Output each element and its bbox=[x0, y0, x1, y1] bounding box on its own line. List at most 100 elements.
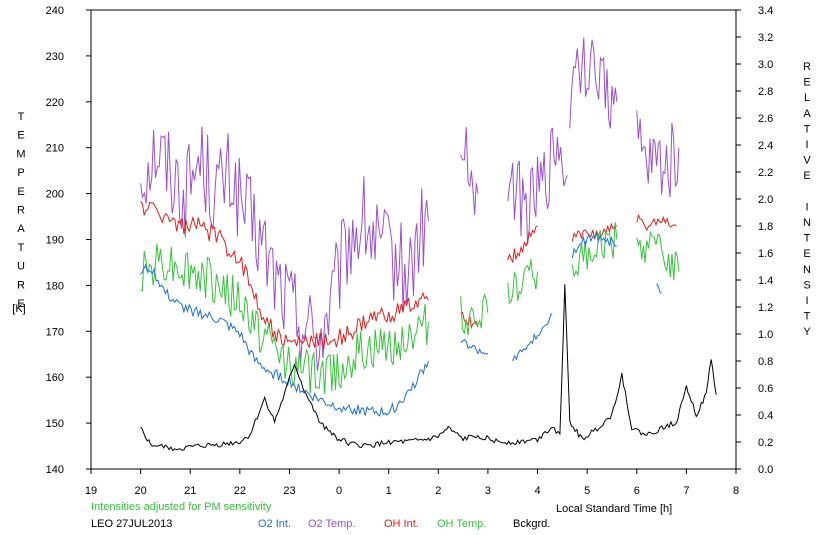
left-axis-letter: E bbox=[17, 186, 24, 198]
right-tick-label: 1.0 bbox=[758, 329, 773, 341]
series-oh-temp bbox=[636, 230, 680, 281]
right-tick-label: 2.6 bbox=[758, 113, 773, 125]
x-tick-label: 23 bbox=[283, 485, 295, 497]
right-axis-letter: N bbox=[803, 264, 811, 276]
right-axis-letter: L bbox=[804, 92, 810, 104]
left-axis-letter: T bbox=[18, 242, 25, 254]
x-tick-label: 5 bbox=[584, 485, 590, 497]
x-tick-label: 8 bbox=[733, 485, 739, 497]
x-tick-label: 0 bbox=[336, 485, 342, 497]
left-axis-letter: R bbox=[17, 205, 25, 217]
series-o2-int bbox=[571, 232, 617, 259]
series-oh-int bbox=[140, 200, 429, 350]
right-tick-label: 0.6 bbox=[758, 383, 773, 395]
right-tick-label: 1.6 bbox=[758, 248, 773, 260]
left-axis-letter: M bbox=[16, 148, 25, 160]
right-axis-ticks: 0.0 0.2 0.4 0.6 0.8 1.0 1.2 1.4 1.6 1.8 2.0 2.2 2.4 2… bbox=[736, 5, 773, 476]
left-tick-label: 160 bbox=[46, 372, 64, 384]
series-oh-temp bbox=[507, 259, 538, 305]
x-tick-label: 19 bbox=[85, 485, 97, 497]
left-axis-unit: [K] bbox=[12, 303, 25, 315]
right-axis-letter: T bbox=[804, 123, 811, 135]
x-tick-label: 20 bbox=[134, 485, 146, 497]
left-tick-label: 140 bbox=[46, 464, 64, 476]
legend-o2-int: O2 Int. bbox=[258, 518, 291, 530]
right-axis-letter: R bbox=[803, 61, 811, 73]
x-tick-label: 6 bbox=[634, 485, 640, 497]
right-tick-label: 1.4 bbox=[758, 275, 773, 287]
series-o2-int bbox=[512, 313, 553, 362]
series-oh-int bbox=[636, 213, 677, 232]
station-date: LEO 27JUL2013 bbox=[91, 518, 172, 530]
series-oh-int bbox=[571, 222, 617, 242]
series-o2-int bbox=[460, 338, 489, 355]
left-tick-label: 180 bbox=[46, 280, 64, 292]
series-oh-temp bbox=[460, 293, 489, 336]
right-axis-letter: A bbox=[803, 108, 811, 120]
x-tick-label: 21 bbox=[184, 485, 196, 497]
series-oh-temp bbox=[140, 243, 429, 394]
right-tick-label: 1.2 bbox=[758, 302, 773, 314]
right-axis-letter: I bbox=[805, 295, 808, 307]
right-axis-letter: T bbox=[804, 311, 811, 323]
right-tick-label: 0.2 bbox=[758, 437, 773, 449]
x-tick-label: 4 bbox=[534, 485, 540, 497]
series-bckgrd bbox=[140, 284, 717, 452]
left-axis-letter: A bbox=[17, 223, 25, 235]
right-axis-letter: E bbox=[803, 77, 810, 89]
x-axis-ticks: 19 20 21 22 23 0 1 2 3 4 5 6 7 8 bbox=[85, 469, 739, 497]
series-o2-int bbox=[656, 283, 662, 294]
left-tick-label: 240 bbox=[46, 5, 64, 17]
left-tick-label: 210 bbox=[46, 143, 64, 155]
series-o2-temp bbox=[636, 110, 680, 198]
legend-bckgrd: Bckgrd. bbox=[513, 518, 550, 530]
right-tick-label: 0.8 bbox=[758, 356, 773, 368]
right-tick-label: 2.4 bbox=[758, 140, 773, 152]
series-o2-temp bbox=[569, 37, 618, 129]
left-axis-ticks: 140 150 160 170 180 190 200 210 220 230 240 bbox=[46, 5, 91, 476]
left-tick-label: 150 bbox=[46, 418, 64, 430]
left-axis-letter: U bbox=[17, 261, 25, 273]
series-o2-int bbox=[140, 263, 429, 417]
right-axis-letter: E bbox=[803, 170, 810, 182]
left-tick-label: 190 bbox=[46, 235, 64, 247]
legend-o2-temp: O2 Temp. bbox=[308, 518, 356, 530]
left-tick-label: 230 bbox=[46, 51, 64, 63]
left-tick-label: 170 bbox=[46, 326, 64, 338]
series-o2-temp bbox=[140, 126, 429, 371]
left-axis-letter: R bbox=[17, 279, 25, 291]
right-axis-letter: V bbox=[803, 155, 811, 167]
x-axis-label: Local Standard Time [h] bbox=[556, 503, 672, 515]
x-tick-label: 1 bbox=[386, 485, 392, 497]
right-tick-label: 2.2 bbox=[758, 167, 773, 179]
left-axis-letter: T bbox=[18, 111, 25, 123]
series-layer bbox=[140, 37, 717, 452]
right-axis-letter: I bbox=[805, 139, 808, 151]
right-axis-letter: S bbox=[803, 279, 810, 291]
right-tick-label: 0.0 bbox=[758, 464, 773, 476]
right-axis-letter: I bbox=[805, 201, 808, 213]
right-tick-label: 3.4 bbox=[758, 5, 773, 17]
left-axis-letter: P bbox=[17, 167, 24, 179]
x-tick-label: 7 bbox=[683, 485, 689, 497]
plot-frame bbox=[90, 9, 737, 470]
right-tick-label: 3.0 bbox=[758, 59, 773, 71]
left-axis-letter: E bbox=[17, 130, 24, 142]
legend-oh-temp: OH Temp. bbox=[437, 518, 486, 530]
series-o2-temp bbox=[460, 127, 479, 215]
right-axis-letter: T bbox=[804, 233, 811, 245]
left-tick-label: 200 bbox=[46, 189, 64, 201]
left-tick-label: 220 bbox=[46, 97, 64, 109]
right-axis-letter: Y bbox=[803, 326, 811, 338]
series-o2-temp bbox=[507, 127, 568, 245]
x-tick-label: 2 bbox=[435, 485, 441, 497]
right-tick-label: 3.2 bbox=[758, 32, 773, 44]
x-tick-label: 3 bbox=[485, 485, 491, 497]
legend-oh-int: OH Int. bbox=[384, 518, 419, 530]
right-axis-letter: E bbox=[803, 248, 810, 260]
right-tick-label: 1.8 bbox=[758, 221, 773, 233]
x-tick-label: 22 bbox=[234, 485, 246, 497]
right-tick-label: 2.0 bbox=[758, 194, 773, 206]
